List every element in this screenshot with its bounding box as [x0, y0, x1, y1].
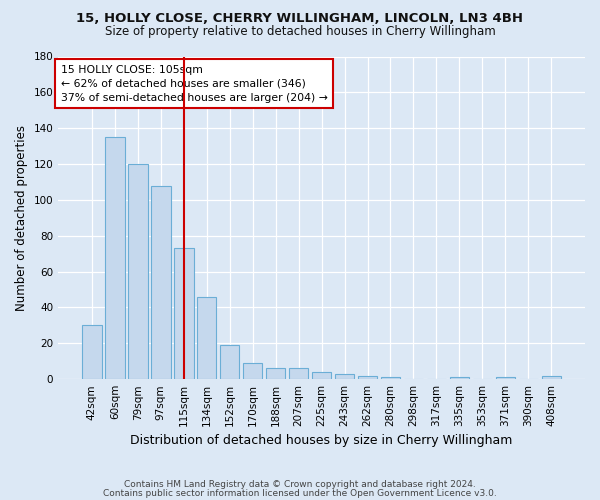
- Bar: [197, 296, 217, 379]
- Bar: [105, 137, 125, 379]
- Bar: [381, 378, 400, 379]
- Bar: [266, 368, 286, 379]
- Bar: [128, 164, 148, 379]
- Bar: [358, 376, 377, 379]
- Bar: [151, 186, 170, 379]
- Text: Contains public sector information licensed under the Open Government Licence v3: Contains public sector information licen…: [103, 489, 497, 498]
- X-axis label: Distribution of detached houses by size in Cherry Willingham: Distribution of detached houses by size …: [130, 434, 513, 448]
- Bar: [542, 376, 561, 379]
- Bar: [220, 345, 239, 379]
- Text: 15 HOLLY CLOSE: 105sqm
← 62% of detached houses are smaller (346)
37% of semi-de: 15 HOLLY CLOSE: 105sqm ← 62% of detached…: [61, 64, 328, 102]
- Bar: [289, 368, 308, 379]
- Bar: [312, 372, 331, 379]
- Text: Contains HM Land Registry data © Crown copyright and database right 2024.: Contains HM Land Registry data © Crown c…: [124, 480, 476, 489]
- Bar: [82, 326, 101, 379]
- Bar: [243, 363, 262, 379]
- Bar: [449, 378, 469, 379]
- Bar: [174, 248, 194, 379]
- Text: Size of property relative to detached houses in Cherry Willingham: Size of property relative to detached ho…: [104, 25, 496, 38]
- Bar: [335, 374, 355, 379]
- Y-axis label: Number of detached properties: Number of detached properties: [15, 125, 28, 311]
- Bar: [496, 378, 515, 379]
- Text: 15, HOLLY CLOSE, CHERRY WILLINGHAM, LINCOLN, LN3 4BH: 15, HOLLY CLOSE, CHERRY WILLINGHAM, LINC…: [77, 12, 523, 26]
